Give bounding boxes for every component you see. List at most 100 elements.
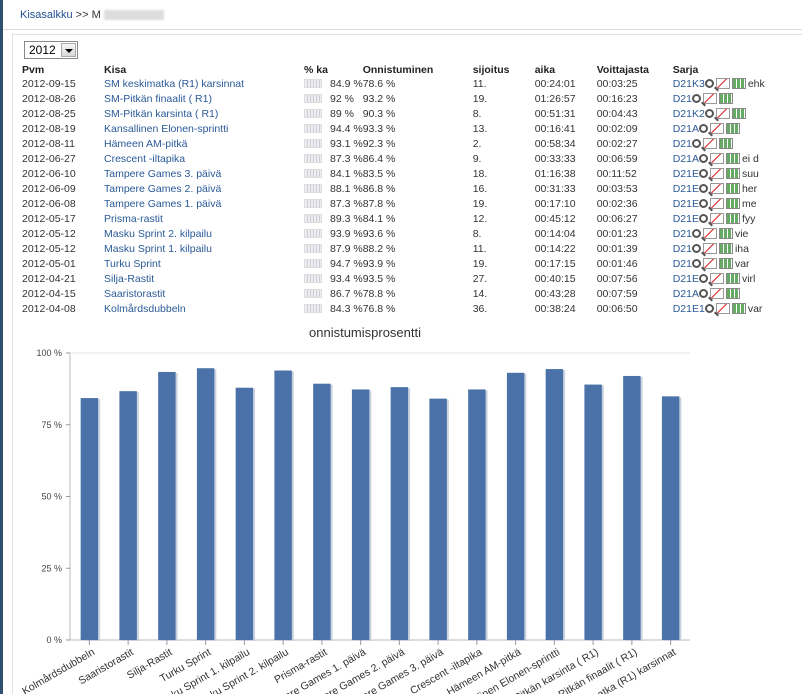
route-graph-icon[interactable] — [709, 183, 724, 195]
route-graph-icon[interactable] — [709, 123, 724, 135]
magnifier-icon[interactable] — [698, 184, 708, 194]
row-series-link[interactable]: D21A — [672, 287, 699, 300]
sparkline-icon[interactable] — [304, 304, 322, 314]
magnifier-icon[interactable] — [691, 229, 701, 239]
row-event-link[interactable]: SM-Pitkän finaalit ( R1) — [104, 92, 212, 105]
row-event-link[interactable]: Tampere Games 3. päivä — [104, 167, 222, 180]
route-graph-icon[interactable] — [702, 138, 717, 150]
sparkline-icon[interactable] — [304, 124, 322, 134]
row-event-link[interactable]: Saaristorastit — [104, 287, 166, 300]
route-graph-icon[interactable] — [709, 273, 724, 285]
magnifier-icon[interactable] — [698, 124, 708, 134]
row-series-link[interactable]: D21A — [672, 122, 699, 135]
splits-table-icon[interactable] — [725, 288, 740, 300]
row-series-link[interactable]: D21 — [672, 137, 692, 150]
row-event-link[interactable]: SM keskimatka (R1) karsinnat — [104, 77, 245, 90]
col-header-pvm[interactable]: Pvm — [22, 63, 45, 76]
sparkline-icon[interactable] — [304, 184, 322, 194]
row-event-link[interactable]: Hämeen AM-pitkä — [104, 137, 188, 150]
row-event-link[interactable]: Crescent -iltapika — [104, 152, 186, 165]
splits-table-icon[interactable] — [731, 303, 746, 315]
sparkline-icon[interactable] — [304, 259, 322, 269]
splits-table-icon[interactable] — [725, 123, 740, 135]
chevron-down-icon[interactable] — [61, 43, 76, 57]
col-header-aika[interactable]: aika — [534, 63, 556, 76]
splits-table-icon[interactable] — [718, 138, 733, 150]
row-event-link[interactable]: Kolmårdsdubbeln — [104, 302, 186, 315]
route-graph-icon[interactable] — [702, 258, 717, 270]
route-graph-icon[interactable] — [709, 198, 724, 210]
splits-table-icon[interactable] — [725, 153, 740, 165]
sparkline-icon[interactable] — [304, 244, 322, 254]
row-series-link[interactable]: D21 — [672, 242, 692, 255]
col-header-voittajasta[interactable]: Voittajasta — [596, 63, 650, 76]
route-graph-icon[interactable] — [715, 303, 730, 315]
row-series-link[interactable]: D21E — [672, 197, 699, 210]
row-series-link[interactable]: D21E — [672, 167, 699, 180]
row-event-link[interactable]: Tampere Games 1. päivä — [104, 197, 222, 210]
sparkline-icon[interactable] — [304, 274, 322, 284]
row-series-link[interactable]: D21 — [672, 92, 692, 105]
sparkline-icon[interactable] — [304, 94, 322, 104]
magnifier-icon[interactable] — [691, 259, 701, 269]
row-series-link[interactable]: D21K2 — [672, 107, 705, 120]
row-series-link[interactable]: D21 — [672, 257, 692, 270]
splits-table-icon[interactable] — [725, 213, 740, 225]
route-graph-icon[interactable] — [715, 108, 730, 120]
col-header-onnistuminen[interactable]: Onnistuminen — [362, 63, 434, 76]
magnifier-icon[interactable] — [691, 244, 701, 254]
row-event-link[interactable]: Masku Sprint 1. kilpailu — [104, 242, 212, 255]
sparkline-icon[interactable] — [304, 154, 322, 164]
route-graph-icon[interactable] — [709, 168, 724, 180]
route-graph-icon[interactable] — [709, 213, 724, 225]
route-graph-icon[interactable] — [715, 78, 730, 90]
magnifier-icon[interactable] — [704, 109, 714, 119]
row-series-link[interactable]: D21E — [672, 182, 699, 195]
row-event-link[interactable]: Masku Sprint 2. kilpailu — [104, 227, 212, 240]
sparkline-icon[interactable] — [304, 229, 322, 239]
row-event-link[interactable]: Prisma-rastit — [104, 212, 163, 225]
row-series-link[interactable]: D21E — [672, 272, 699, 285]
magnifier-icon[interactable] — [698, 274, 708, 284]
splits-table-icon[interactable] — [725, 168, 740, 180]
route-graph-icon[interactable] — [702, 228, 717, 240]
splits-table-icon[interactable] — [725, 273, 740, 285]
splits-table-icon[interactable] — [718, 258, 733, 270]
col-header-sijoitus[interactable]: sijoitus — [472, 63, 510, 76]
route-graph-icon[interactable] — [702, 93, 717, 105]
sparkline-icon[interactable] — [304, 169, 322, 179]
row-series-link[interactable]: D21K3 — [672, 77, 705, 90]
row-event-link[interactable]: Tampere Games 2. päivä — [104, 182, 222, 195]
splits-table-icon[interactable] — [718, 228, 733, 240]
splits-table-icon[interactable] — [725, 198, 740, 210]
row-event-link[interactable]: Kansallinen Elonen-sprintti — [104, 122, 229, 135]
sparkline-icon[interactable] — [304, 139, 322, 149]
col-header-kisa[interactable]: Kisa — [104, 63, 127, 76]
row-series-link[interactable]: D21E — [672, 212, 699, 225]
col-header-ka[interactable]: % ka — [304, 63, 328, 76]
sparkline-icon[interactable] — [304, 289, 322, 299]
splits-table-icon[interactable] — [725, 183, 740, 195]
row-event-link[interactable]: Silja-Rastit — [104, 272, 155, 285]
magnifier-icon[interactable] — [691, 94, 701, 104]
splits-table-icon[interactable] — [718, 93, 733, 105]
splits-table-icon[interactable] — [731, 78, 746, 90]
route-graph-icon[interactable] — [702, 243, 717, 255]
row-series-link[interactable]: D21 — [672, 227, 692, 240]
magnifier-icon[interactable] — [698, 214, 708, 224]
sparkline-icon[interactable] — [304, 109, 322, 119]
magnifier-icon[interactable] — [698, 154, 708, 164]
year-select[interactable]: 2012 — [24, 41, 78, 59]
route-graph-icon[interactable] — [709, 153, 724, 165]
magnifier-icon[interactable] — [704, 304, 714, 314]
splits-table-icon[interactable] — [718, 243, 733, 255]
magnifier-icon[interactable] — [698, 169, 708, 179]
row-event-link[interactable]: Turku Sprint — [104, 257, 161, 270]
sparkline-icon[interactable] — [304, 79, 322, 89]
col-header-sarja[interactable]: Sarja — [672, 63, 699, 76]
magnifier-icon[interactable] — [698, 199, 708, 209]
breadcrumb-root-link[interactable]: Kisasalkku — [20, 9, 73, 21]
row-event-link[interactable]: SM-Pitkän karsinta ( R1) — [104, 107, 219, 120]
magnifier-icon[interactable] — [698, 289, 708, 299]
magnifier-icon[interactable] — [691, 139, 701, 149]
